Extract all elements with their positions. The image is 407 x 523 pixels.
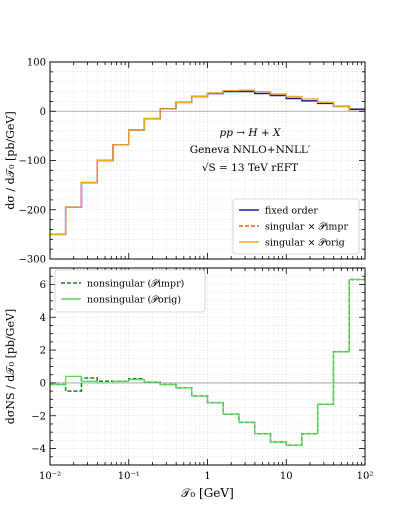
bottom-ytick-labels: 6 4 2 0 −2 −4 bbox=[31, 280, 46, 455]
top-legend-box bbox=[232, 198, 360, 255]
x-tick-label: 10² bbox=[357, 471, 374, 482]
y-tick-label: 0 bbox=[40, 378, 46, 389]
top-panel: 100 0 −100 −200 −300 dσ / d𝒯₀ [pb/GeV] pp → … bbox=[4, 58, 366, 266]
bottom-legend-box bbox=[54, 269, 206, 313]
y-tick-label: −300 bbox=[19, 255, 46, 266]
legend-label: nonsingular (𝒫impr) bbox=[87, 279, 184, 290]
annotation-line-3: √S = 13 TeV rEFT bbox=[202, 162, 298, 174]
series-line-bottom-1 bbox=[50, 278, 365, 446]
legend-label: nonsingular (𝒫orig) bbox=[87, 295, 181, 306]
x-tick-label: 1 bbox=[204, 471, 210, 482]
bottom-panel: 6 4 2 0 −2 −4 10⁻² 10⁻¹ 1 10 10² dσNS / d𝒯₀ [pb/G… bbox=[4, 267, 373, 500]
bottom-ticks bbox=[49, 267, 366, 466]
bottom-series-group bbox=[50, 278, 365, 447]
series-line-top-2 bbox=[50, 89, 365, 235]
x-tick-label: 10⁻¹ bbox=[118, 471, 140, 482]
y-tick-label: 4 bbox=[40, 313, 46, 324]
bottom-y-axis-label: dσNS / d𝒯₀ [pb/GeV] bbox=[4, 309, 17, 424]
y-tick-label: −4 bbox=[31, 444, 46, 455]
top-ytick-labels: 100 0 −100 −200 −300 bbox=[19, 58, 46, 266]
x-tick-labels: 10⁻² 10⁻¹ 1 10 10² bbox=[39, 471, 373, 482]
annotation-line-1: pp → H + X bbox=[219, 127, 281, 139]
y-tick-label: 0 bbox=[40, 107, 46, 118]
top-y-axis-label: dσ / d𝒯₀ [pb/GeV] bbox=[4, 111, 17, 209]
y-tick-label: 2 bbox=[40, 346, 46, 357]
annotation-line-2: Geneva NNLO+NNLL′ bbox=[190, 144, 311, 156]
y-tick-label: −100 bbox=[19, 156, 46, 167]
legend-label: singular × 𝒫impr bbox=[265, 222, 348, 233]
top-legend: fixed order singular × 𝒫impr singular × 𝒫o… bbox=[232, 198, 360, 255]
x-tick-label: 10 bbox=[280, 471, 293, 482]
y-tick-label: −200 bbox=[19, 205, 46, 216]
legend-label: fixed order bbox=[265, 206, 318, 217]
y-tick-label: −2 bbox=[31, 411, 46, 422]
legend-label: singular × 𝒫orig bbox=[265, 238, 345, 249]
top-series-group bbox=[50, 89, 365, 236]
top-ticks bbox=[49, 61, 366, 260]
process-annotation: pp → H + X Geneva NNLO+NNLL′ √S = 13 TeV… bbox=[190, 127, 311, 174]
bottom-legend: nonsingular (𝒫impr) nonsingular (𝒫orig) bbox=[54, 269, 206, 313]
y-tick-label: 100 bbox=[27, 58, 46, 69]
x-axis-label: 𝒯₀ [GeV] bbox=[181, 486, 234, 500]
y-tick-label: 6 bbox=[40, 280, 46, 291]
x-tick-label: 10⁻² bbox=[39, 471, 61, 482]
